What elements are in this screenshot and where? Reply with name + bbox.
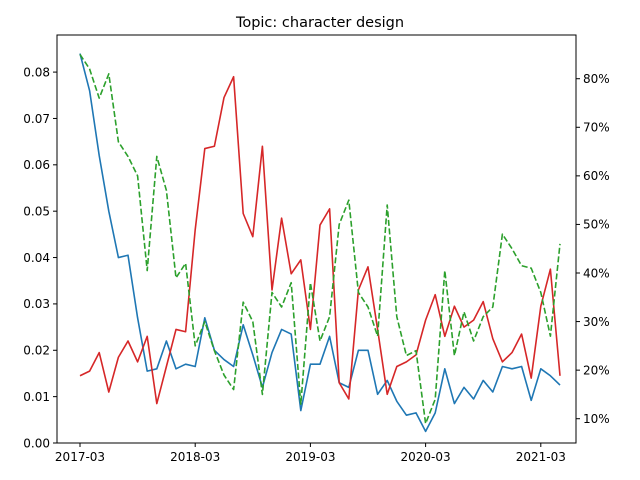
right-y-tick-label: 30% — [583, 315, 610, 329]
left-y-tick-label: 0.06 — [23, 158, 50, 172]
left-y-tick-label: 0.04 — [23, 251, 50, 265]
right-y-tick-label: 40% — [583, 266, 610, 280]
series-line-1 — [79, 53, 561, 433]
right-y-tick-label: 10% — [583, 412, 610, 426]
series-line-2 — [79, 75, 561, 405]
chart-title: Topic: character design — [235, 15, 404, 31]
x-tick-label: 2017-03 — [55, 450, 105, 464]
right-y-tick-label: 50% — [583, 218, 610, 232]
axes-layer: 0.00 0.01 0.02 0.03 0.04 0.05 0.06 0.07 0.08 10% 2… — [23, 34, 610, 464]
left-y-tick-label: 0.07 — [23, 112, 50, 126]
right-y-tick-label: 20% — [583, 363, 610, 377]
x-tick-label: 2019-03 — [285, 450, 335, 464]
right-y-tick-label: 80% — [583, 72, 610, 86]
right-y-tick-label: 70% — [583, 121, 610, 135]
left-y-tick-label: 0.03 — [23, 297, 50, 311]
left-y-tick-label: 0.08 — [23, 65, 50, 79]
left-y-tick-label: 0.05 — [23, 204, 50, 218]
series-line-3 — [79, 53, 561, 425]
right-y-tick-label: 60% — [583, 169, 610, 183]
x-tick-label: 2020-03 — [401, 450, 451, 464]
left-y-tick-label: 0.01 — [23, 390, 50, 404]
series-layer — [79, 53, 561, 433]
left-y-tick-label: 0.02 — [23, 344, 50, 358]
x-tick-label: 2018-03 — [170, 450, 220, 464]
left-y-tick-label: 0.00 — [23, 436, 50, 450]
x-tick-label: 2021-03 — [516, 450, 566, 464]
plot-frame — [56, 34, 577, 444]
